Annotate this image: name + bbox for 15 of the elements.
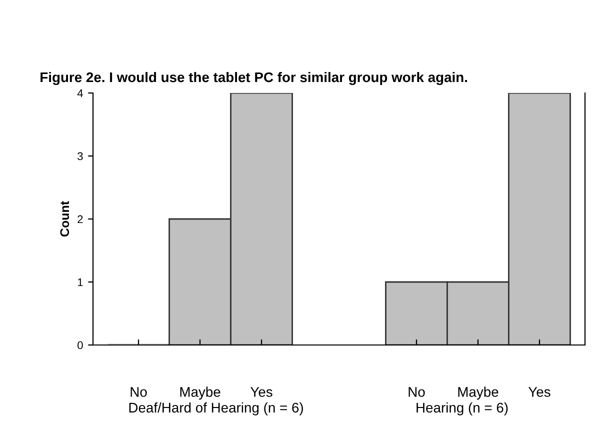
y-tick-label: 3 (78, 152, 83, 160)
y-tick-label: 4 (77, 89, 83, 98)
y-tick-label: 1 (78, 278, 83, 286)
x-axis-title: Deaf/Hard of Hearing (n = 6) (129, 402, 303, 416)
x-tick-label: Yes (528, 387, 550, 397)
x-tick-label: Maybe (458, 386, 498, 400)
x-axis-title: Hearing (n = 6) (416, 402, 508, 416)
x-tick-label: No (130, 387, 147, 397)
y-tick-label: 2 (78, 215, 83, 224)
x-tick-label: Yes (250, 387, 272, 397)
y-tick-label: 0 (78, 341, 83, 350)
chart-title: Figure 2e. I would use the tablet PC for similar group work again. (40, 72, 468, 85)
x-tick-label: No (408, 387, 425, 397)
y-axis-title: Count (60, 201, 70, 237)
x-tick-label: Maybe (180, 386, 220, 400)
